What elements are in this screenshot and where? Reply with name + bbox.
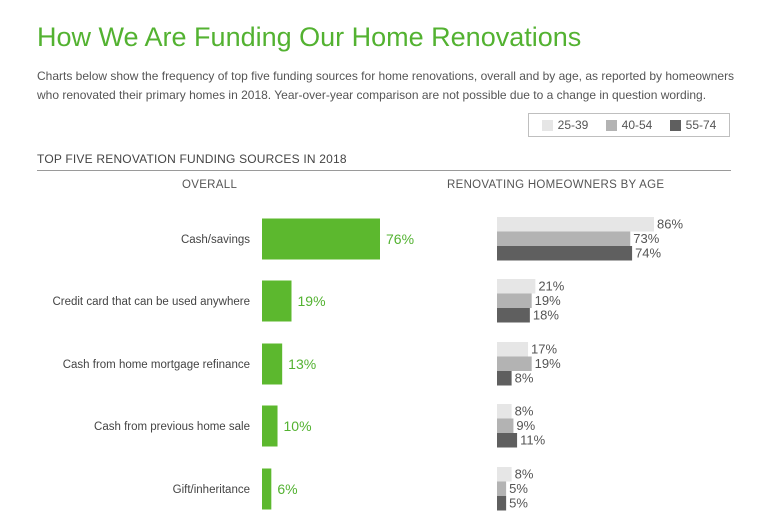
age-value-label-25-39-cash-from-previous-home-sale: 8% [515,404,534,419]
age-bar-55-74-gift-inheritance [497,496,507,511]
age-bar-25-39-cash-savings [497,217,654,232]
age-value-label-55-74-gift-inheritance: 5% [509,496,528,511]
age-bar-40-54-cash-savings [497,231,631,246]
legend-item-55-74: 55-74 [669,118,717,132]
age-value-label-40-54-cash-from-previous-home-sale: 9% [516,418,535,433]
legend-item-25-39: 25-39 [541,118,589,132]
overall-value-label-cash-savings: 76% [386,231,414,247]
overall-value-label-cash-from-home-mortgage-refinance: 13% [288,356,316,372]
age-bar-25-39-cash-from-previous-home-sale [497,404,512,419]
section-title: TOP FIVE RENOVATION FUNDING SOURCES IN 2… [37,152,347,166]
overall-bar-cash-savings [262,218,380,260]
category-label-credit-card-that-can-be-used-anywhere: Credit card that can be used anywhere [52,296,250,308]
legend-swatch-55-74 [669,119,681,131]
page-title: How We Are Funding Our Home Renovations [37,22,582,52]
age-bar-55-74-cash-from-previous-home-sale [497,433,518,448]
age-value-label-40-54-cash-from-home-mortgage-refinance: 19% [535,356,561,371]
age-legend: 25-39 40-54 55-74 [528,113,730,137]
age-value-label-25-39-gift-inheritance: 8% [515,467,534,482]
legend-item-40-54: 40-54 [605,118,653,132]
legend-swatch-25-39 [541,119,553,131]
legend-swatch-40-54 [605,119,617,131]
page-subtitle: Charts below show the frequency of top f… [37,69,735,102]
overall-column-header: OVERALL [182,179,238,191]
age-bar-40-54-cash-from-home-mortgage-refinance [497,356,532,371]
overall-bar-cash-from-previous-home-sale [262,405,278,447]
age-bar-55-74-cash-savings [497,246,633,261]
overall-value-label-credit-card-that-can-be-used-anywhere: 19% [298,293,326,309]
age-bar-40-54-gift-inheritance [497,481,507,496]
age-bar-40-54-cash-from-previous-home-sale [497,418,514,433]
age-value-label-55-74-credit-card-that-can-be-used-anywhere: 18% [533,308,559,323]
category-label-gift-inheritance: Gift/inheritance [173,484,250,496]
age-value-label-55-74-cash-from-home-mortgage-refinance: 8% [515,371,534,386]
age-value-label-40-54-cash-savings: 73% [633,231,659,246]
overall-bar-cash-from-home-mortgage-refinance [262,343,283,385]
by-age-column-header: RENOVATING HOMEOWNERS BY AGE [447,179,665,191]
legend-label-25-39: 25-39 [557,118,589,132]
age-bar-40-54-credit-card-that-can-be-used-anywhere [497,293,532,308]
age-value-label-25-39-credit-card-that-can-be-used-anywhere: 21% [538,279,564,294]
category-label-cash-from-home-mortgage-refinance: Cash from home mortgage refinance [63,359,250,371]
age-value-label-40-54-gift-inheritance: 5% [509,481,528,496]
age-bar-25-39-gift-inheritance [497,467,512,482]
age-bar-55-74-cash-from-home-mortgage-refinance [497,371,512,386]
overall-value-label-cash-from-previous-home-sale: 10% [284,418,312,434]
overall-bar-credit-card-that-can-be-used-anywhere [262,280,292,322]
age-bar-25-39-credit-card-that-can-be-used-anywhere [497,279,536,294]
legend-label-55-74: 55-74 [685,118,717,132]
legend-label-40-54: 40-54 [621,118,653,132]
age-value-label-55-74-cash-from-previous-home-sale: 11% [520,433,545,448]
age-bar-25-39-cash-from-home-mortgage-refinance [497,342,529,357]
age-value-label-25-39-cash-savings: 86% [657,217,683,232]
overall-value-label-gift-inheritance: 6% [277,481,297,497]
age-bar-55-74-credit-card-that-can-be-used-anywhere [497,308,530,323]
category-label-cash-from-previous-home-sale: Cash from previous home sale [94,421,250,433]
section-divider [37,170,731,171]
age-value-label-25-39-cash-from-home-mortgage-refinance: 17% [531,342,557,357]
overall-bar-gift-inheritance [262,468,272,510]
age-value-label-55-74-cash-savings: 74% [635,246,661,261]
age-value-label-40-54-credit-card-that-can-be-used-anywhere: 19% [535,293,561,308]
category-label-cash-savings: Cash/savings [181,234,250,246]
